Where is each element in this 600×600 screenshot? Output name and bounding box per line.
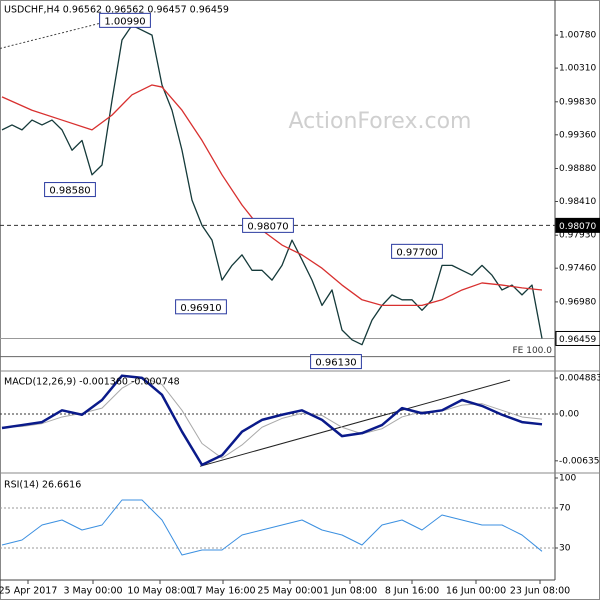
y-tick-label: -0.006354 <box>559 456 600 466</box>
x-tick-label: 3 May 00:00 <box>63 586 122 597</box>
callout-box <box>310 354 362 370</box>
panel-title: RSI(14) 26.6616 <box>4 480 81 491</box>
level-label: FE 100.0 <box>513 346 553 356</box>
callout-label: 1.00990 <box>104 16 145 27</box>
callout-box <box>242 217 294 233</box>
y-tick-label: 0.98880 <box>559 164 596 174</box>
y-tick-label: 0.99830 <box>559 97 596 107</box>
x-tick-label: 1 Jun 08:00 <box>323 586 377 597</box>
y-tick-label: 0.00 <box>559 410 579 420</box>
price-tag <box>555 217 600 233</box>
callout-label: 0.97700 <box>396 247 437 258</box>
y-tick-label: 30 <box>559 544 571 554</box>
x-tick-label: 8 Jun 16:00 <box>385 586 439 597</box>
series-line <box>1 24 543 346</box>
x-tick-label: 10 May 08:00 <box>127 586 192 597</box>
panel-title: MACD(12,26,9) -0.001360 -0.000748 <box>4 377 180 388</box>
series-line <box>1 374 543 467</box>
y-tick-label: 0.004883 <box>559 374 600 384</box>
y-tick-label: 100 <box>559 474 576 484</box>
trend-line <box>0 17 121 49</box>
watermark: ActionForex.com <box>289 109 472 134</box>
x-tick-label: 25 Apr 2017 <box>0 586 57 597</box>
series-line <box>1 499 543 556</box>
x-tick-label: 25 May 00:00 <box>257 586 322 597</box>
series-line <box>1 84 543 307</box>
y-tick-label: 0.97930 <box>559 231 596 241</box>
price-tag-label: 0.96459 <box>559 335 596 345</box>
callout-label: 0.98070 <box>247 221 288 232</box>
x-tick-label: 16 Jun 00:00 <box>446 586 506 597</box>
callout-label: 0.96130 <box>315 358 356 369</box>
price-tag-label: 0.98070 <box>559 222 596 232</box>
y-tick-label: 0.96980 <box>559 297 596 307</box>
x-tick-label: 23 Jun 08:00 <box>510 586 570 597</box>
y-tick-label: 0.97460 <box>559 264 596 274</box>
x-tick-label: 17 May 16:00 <box>190 586 255 597</box>
y-tick-label: 1.00310 <box>559 64 596 74</box>
y-tick-label: 0.99360 <box>559 130 596 140</box>
trend-line <box>199 379 511 467</box>
series-line <box>1 376 543 459</box>
callout-box <box>99 12 151 28</box>
panel-title: USDCHF,H4 0.96562 0.96562 0.96457 0.9645… <box>4 5 229 16</box>
callout-label: 0.98580 <box>49 186 90 197</box>
callout-box <box>391 243 443 259</box>
callout-box <box>44 182 96 198</box>
price-tag <box>555 330 600 346</box>
callout-box <box>175 299 227 315</box>
y-tick-label: 70 <box>559 504 571 514</box>
y-tick-label: 1.00780 <box>559 31 596 41</box>
callout-label: 0.96910 <box>180 303 221 314</box>
y-tick-label: 0.98410 <box>559 197 596 207</box>
